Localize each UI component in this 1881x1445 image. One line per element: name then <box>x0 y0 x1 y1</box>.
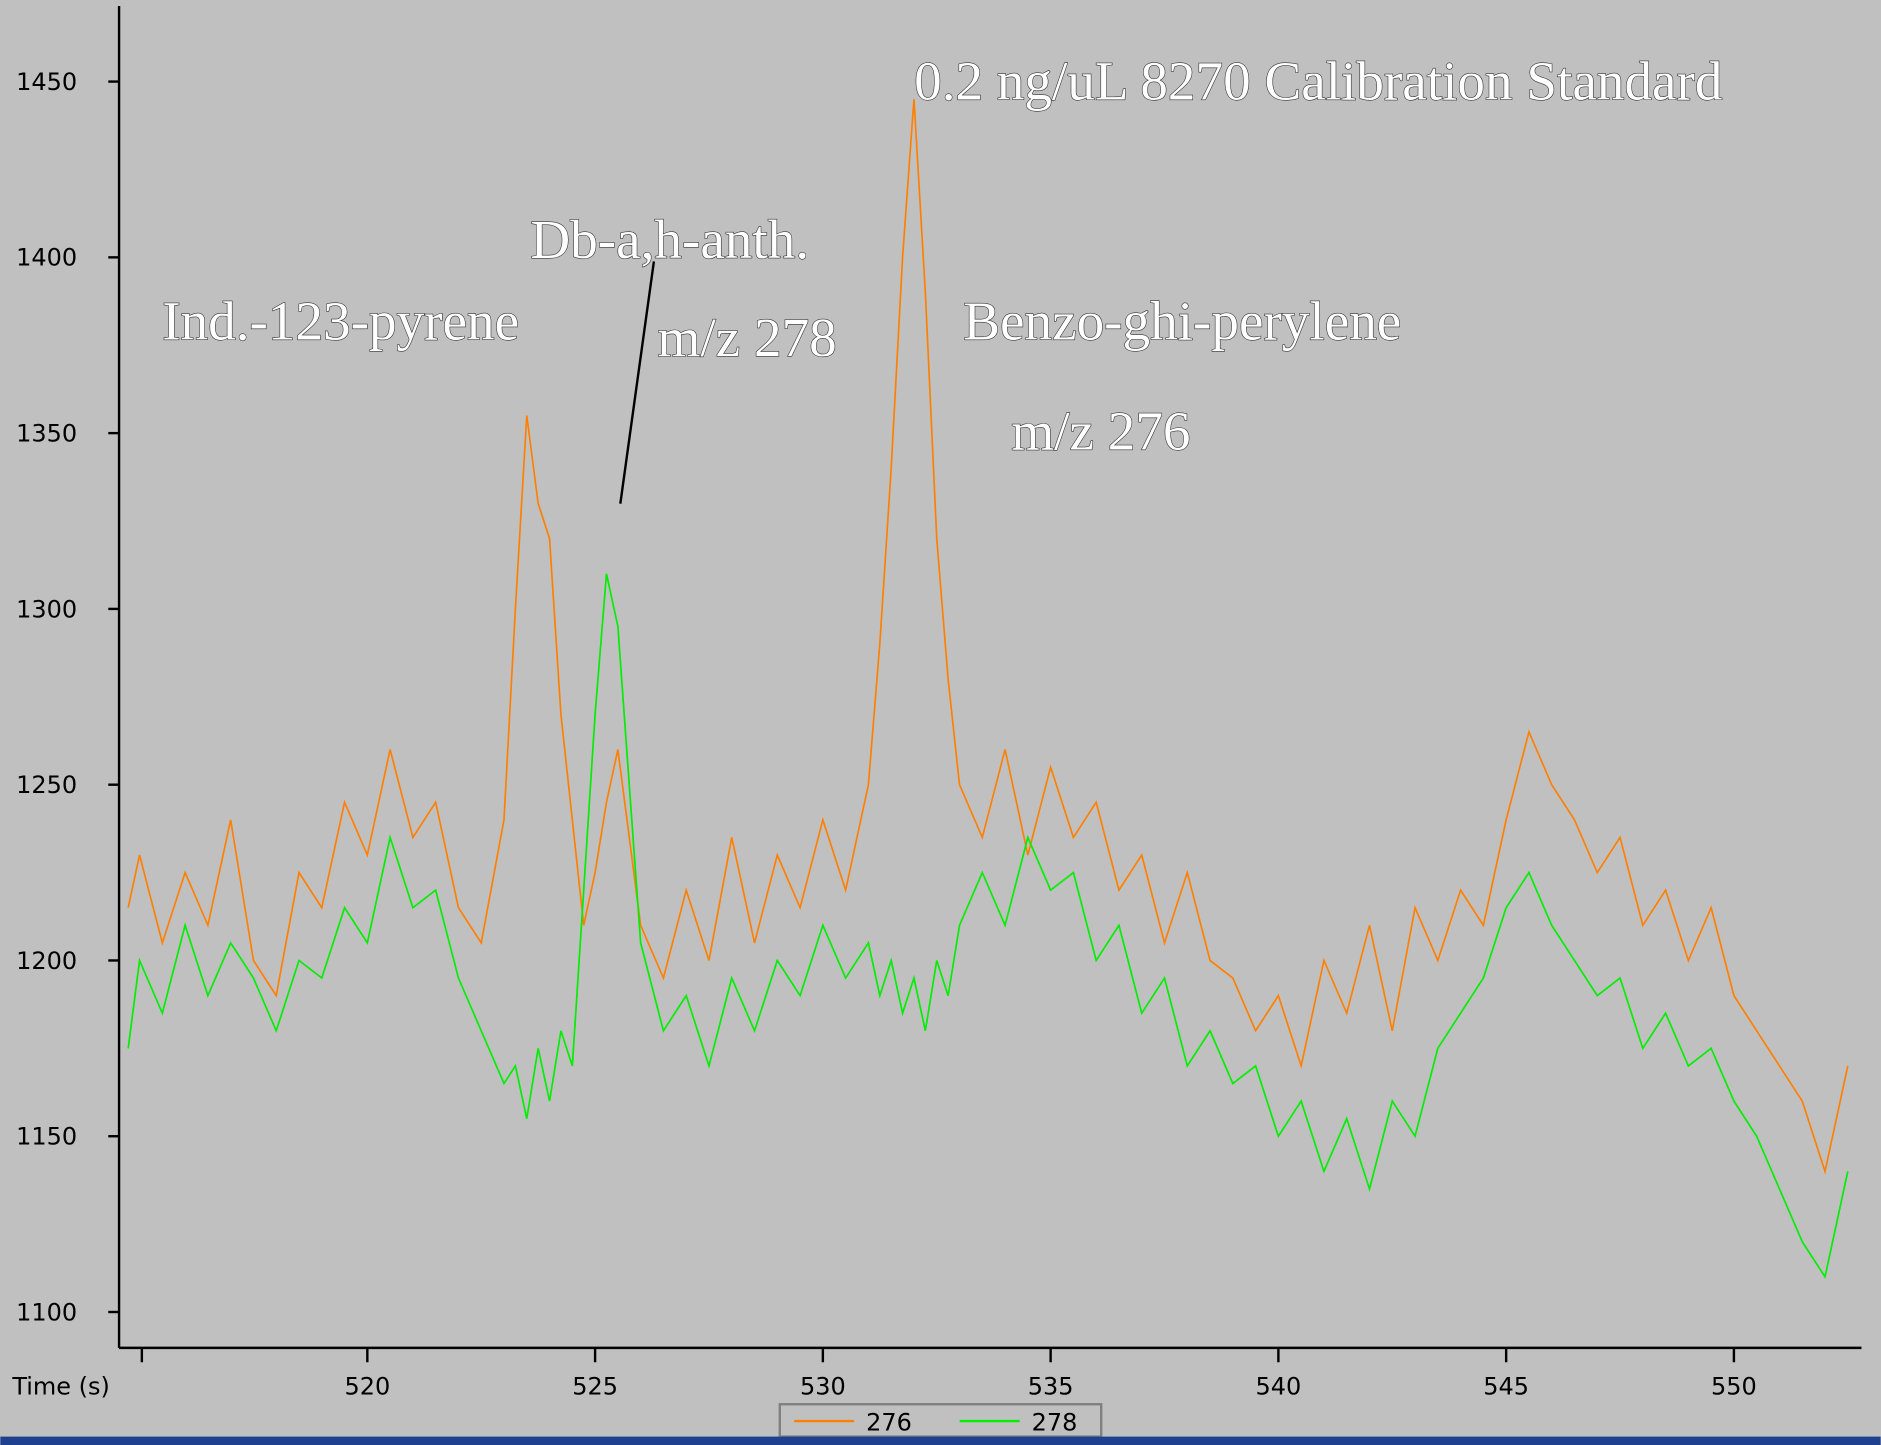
annotation-pointer <box>619 261 656 504</box>
annotation: Benzo-ghi-perylene <box>963 290 1401 351</box>
y-tick-label: 1250 <box>16 771 77 799</box>
legend-label: 278 <box>1032 1409 1078 1437</box>
x-tick-label: 520 <box>344 1373 390 1401</box>
y-tick-label: 1400 <box>16 244 77 272</box>
series-line <box>127 573 1849 1280</box>
y-tick-label: 1450 <box>16 68 77 96</box>
y-tick-label: 1150 <box>16 1123 77 1151</box>
annotation: Db-a,h-anth. <box>530 209 809 270</box>
annotation: m/z 276 <box>1011 401 1190 462</box>
x-axis-label: Time (s) <box>11 1373 109 1401</box>
bottom-bar <box>0 1436 1881 1445</box>
x-tick-label: 535 <box>1028 1373 1074 1401</box>
chart-title: 0.2 ng/uL 8270 Calibration Standard <box>914 51 1722 112</box>
x-tick-label: 530 <box>800 1373 846 1401</box>
x-tick-label: 525 <box>572 1373 618 1401</box>
annotation: m/z 278 <box>657 307 836 368</box>
x-tick-label: 550 <box>1711 1373 1757 1401</box>
legend-label: 276 <box>866 1409 912 1437</box>
y-tick-label: 1300 <box>16 595 77 623</box>
annotation: Ind.-123-pyrene <box>162 290 519 351</box>
x-tick-label: 540 <box>1256 1373 1302 1401</box>
y-tick-label: 1350 <box>16 420 77 448</box>
y-tick-label: 1200 <box>16 947 77 975</box>
y-tick-label: 1100 <box>16 1298 77 1326</box>
series-line <box>127 99 1849 1175</box>
x-tick-label: 545 <box>1483 1373 1529 1401</box>
